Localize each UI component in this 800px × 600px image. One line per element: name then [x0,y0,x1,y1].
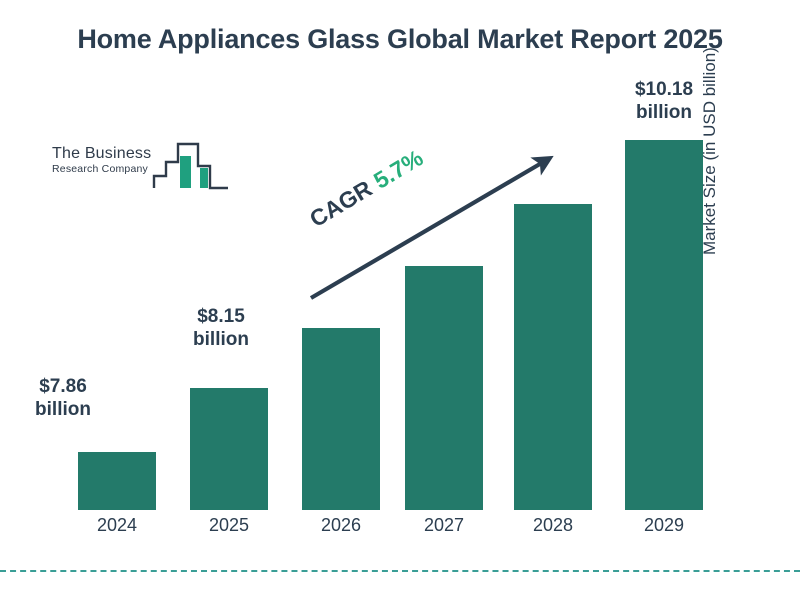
page-title: Home Appliances Glass Global Market Repo… [77,24,723,54]
bar-value-label-2029-line2: billion [636,102,692,124]
bar-value-label-2024: $7.86 billion [8,375,118,421]
bar-2025 [190,388,268,510]
cagr-label: CAGR [305,175,377,233]
logo-line-2: Research Company [52,162,148,175]
bar-2027 [405,266,483,510]
x-tick-label-2027: 2027 [423,515,465,535]
y-axis-title: Market Size (in USD billion) [700,47,719,255]
x-tick-label-2024: 2024 [96,515,138,535]
bar-value-label-2025-line2: billion [193,329,249,351]
bottom-divider [0,570,800,572]
bar-2028 [514,204,592,510]
logo-wordmark: The Business Research Company [52,145,170,175]
bar-value-label-2025-line1: $8.15 [197,306,245,327]
bar-value-label-2024-line1: $7.86 [39,376,87,397]
bar-2024 [78,452,156,510]
company-logo: The Business Research Company [52,142,232,202]
x-tick-label-2028: 2028 [532,515,574,535]
x-tick-label-2029: 2029 [643,515,685,535]
x-tick-label-2025: 2025 [208,515,250,535]
bar-2029 [625,140,703,510]
bar-value-label-2025: $8.15 billion [166,305,276,351]
bar-chart-logo-mark-icon [152,138,230,201]
cagr-annotation: CAGR5.7% [305,144,428,233]
bar-value-label-2029: $10.18 billion [609,78,719,124]
x-tick-label-2026: 2026 [320,515,362,535]
logo-line-1: The Business [52,145,152,162]
bar-value-label-2029-line1: $10.18 [634,79,694,100]
bar-value-label-2024-line2: billion [35,399,91,421]
bar-2026 [302,328,380,510]
cagr-value: 5.7% [369,144,428,194]
